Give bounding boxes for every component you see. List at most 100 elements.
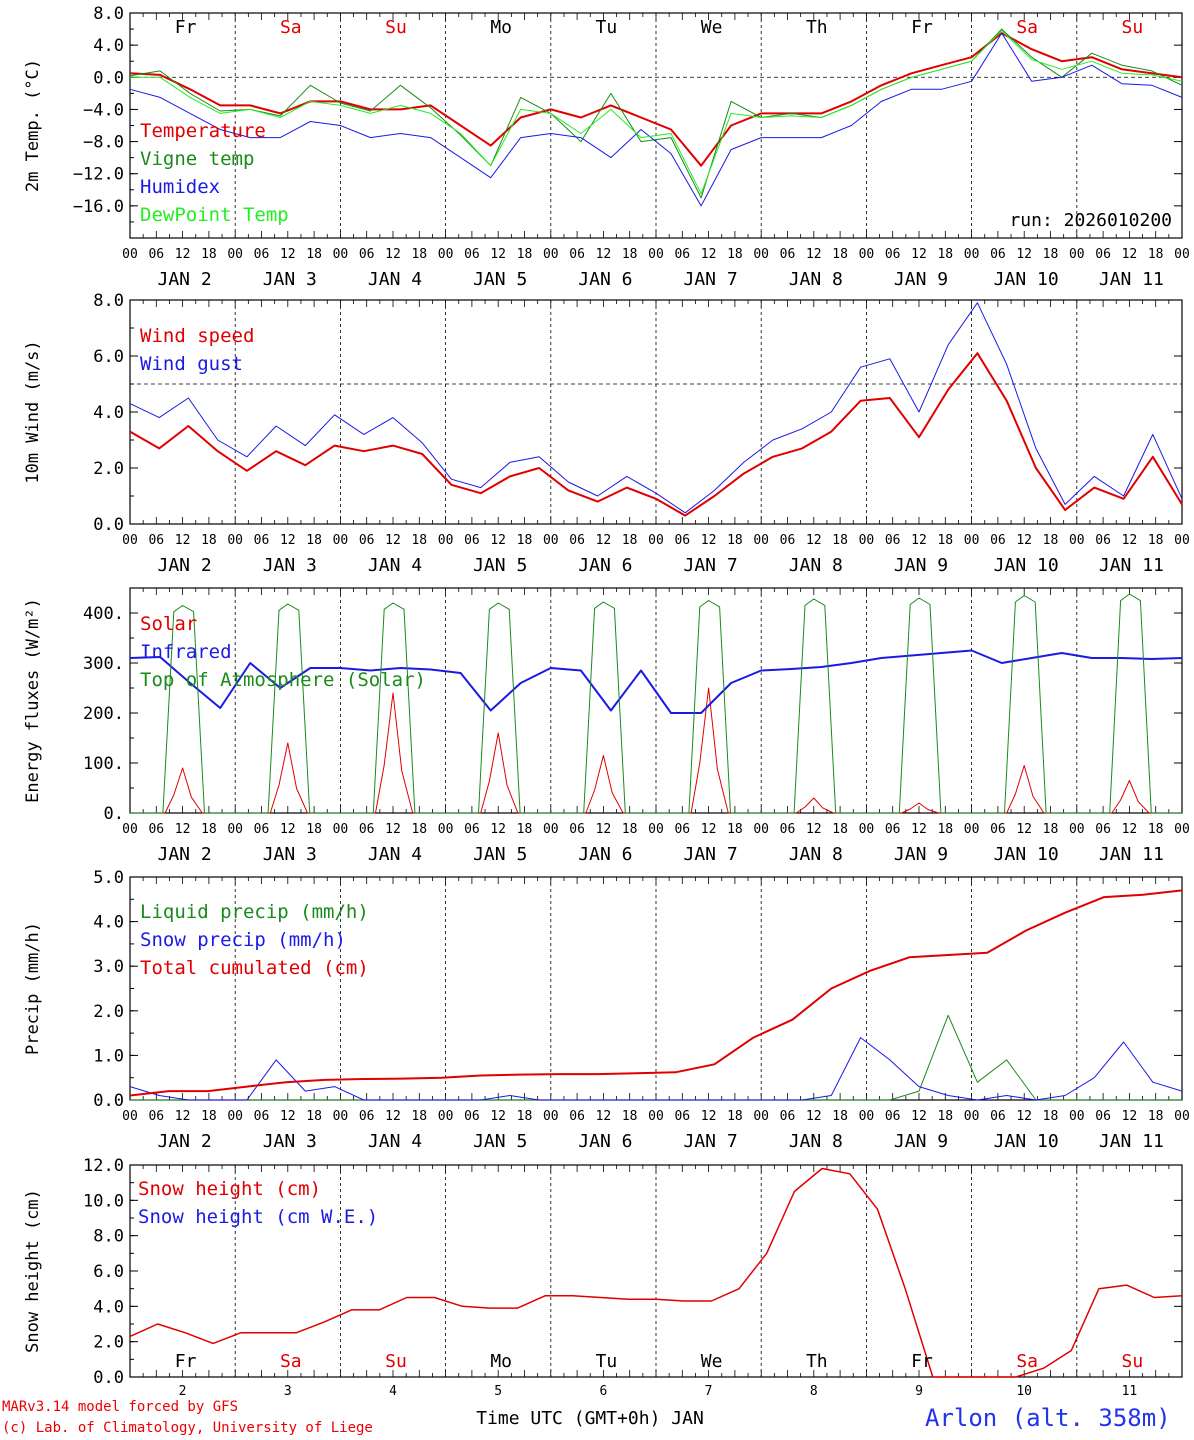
y-tick-label: 400.	[83, 604, 124, 624]
hour-label: 06	[569, 1109, 585, 1124]
hour-label: 18	[411, 533, 427, 548]
hour-label: 18	[1043, 533, 1059, 548]
hour-label: 12	[385, 822, 401, 837]
y-tick-label: 8.0	[93, 291, 124, 311]
hour-label: 18	[306, 533, 322, 548]
date-label: JAN 9	[894, 844, 948, 865]
legend-entry: Wind gust	[140, 353, 243, 375]
legend-entry: Total cumulated (cm)	[140, 957, 369, 979]
hour-label: 00	[1174, 533, 1190, 548]
hour-label: 06	[1095, 247, 1111, 262]
date-label: JAN 9	[894, 555, 948, 576]
day-number-label: 9	[915, 1384, 923, 1399]
hour-label: 18	[937, 822, 953, 837]
date-label: JAN 11	[1099, 844, 1164, 865]
hour-label: 06	[990, 1109, 1006, 1124]
panel-temp	[129, 12, 1183, 239]
hour-label: 00	[438, 822, 454, 837]
hour-label: 06	[254, 247, 270, 262]
day-number-label: 10	[1016, 1384, 1032, 1399]
plot-frame	[129, 587, 1183, 814]
hour-label: 00	[227, 1109, 243, 1124]
hour-label: 12	[1122, 1109, 1138, 1124]
hour-label: 12	[1122, 822, 1138, 837]
hour-label: 12	[280, 533, 296, 548]
date-label: JAN 4	[368, 555, 422, 576]
weekday-label: Fr	[175, 1351, 197, 1372]
hour-label: 18	[517, 533, 533, 548]
y-axis-label: Snow height (cm)	[23, 1189, 43, 1353]
date-label: JAN 2	[158, 1131, 212, 1152]
hour-label: 06	[254, 1109, 270, 1124]
date-label: JAN 9	[894, 1131, 948, 1152]
hour-label: 12	[1016, 247, 1032, 262]
hour-label: 00	[438, 247, 454, 262]
hour-label: 18	[832, 533, 848, 548]
y-tick-label: 100.	[83, 754, 124, 774]
panel-wind	[129, 299, 1183, 525]
hour-label: 12	[175, 822, 191, 837]
hour-label: 00	[543, 247, 559, 262]
y-tick-label: 2.0	[93, 1333, 124, 1353]
y-tick-label: 8.0	[93, 4, 124, 24]
hour-label: 00	[964, 1109, 980, 1124]
hour-label: 06	[885, 822, 901, 837]
y-tick-label: −16.0	[73, 197, 124, 217]
hour-label: 00	[227, 533, 243, 548]
date-label: JAN 6	[578, 269, 632, 290]
hour-label: 00	[122, 822, 138, 837]
credit-lab: (c) Lab. of Climatology, University of L…	[2, 1420, 373, 1436]
legend-entry: Vigne temp	[140, 148, 254, 170]
hour-label: 12	[385, 1109, 401, 1124]
hour-label: 06	[990, 533, 1006, 548]
hour-label: 12	[490, 822, 506, 837]
date-label: JAN 8	[789, 1131, 843, 1152]
hour-label: 06	[885, 1109, 901, 1124]
y-tick-label: 300.	[83, 654, 124, 674]
y-axis-label: Precip (mm/h)	[23, 922, 43, 1055]
series-line	[130, 593, 1182, 814]
weekday-label: Tu	[596, 17, 618, 38]
hour-label: 12	[1016, 533, 1032, 548]
y-tick-label: 0.	[104, 804, 124, 824]
legend-entry: Infrared	[140, 641, 232, 663]
date-label: JAN 3	[263, 844, 317, 865]
legend-entry: Top of Atmosphere (Solar)	[140, 669, 426, 691]
hour-label: 00	[964, 822, 980, 837]
legend-entry: Liquid precip (mm/h)	[140, 901, 369, 923]
hour-label: 06	[148, 533, 164, 548]
legend-entry: Wind speed	[140, 325, 254, 347]
date-label: JAN 11	[1099, 269, 1164, 290]
hour-label: 06	[674, 822, 690, 837]
day-number-label: 4	[389, 1384, 397, 1399]
weekday-label: We	[701, 17, 723, 38]
date-label: JAN 5	[473, 555, 527, 576]
date-label: JAN 6	[578, 1131, 632, 1152]
date-label: JAN 2	[158, 555, 212, 576]
hour-label: 00	[1174, 1109, 1190, 1124]
hour-label: 06	[990, 247, 1006, 262]
hour-label: 18	[622, 822, 638, 837]
day-number-label: 3	[284, 1384, 292, 1399]
hour-label: 06	[464, 247, 480, 262]
hour-label: 12	[701, 247, 717, 262]
hour-label: 12	[911, 247, 927, 262]
y-tick-label: 2.0	[93, 459, 124, 479]
hour-label: 18	[517, 247, 533, 262]
y-tick-label: 0.0	[93, 1368, 124, 1388]
date-label: JAN 11	[1099, 1131, 1164, 1152]
hour-label: 12	[596, 822, 612, 837]
hour-label: 06	[464, 533, 480, 548]
hour-label: 12	[806, 533, 822, 548]
legend-entry: Snow precip (mm/h)	[140, 929, 346, 951]
weekday-label: Sa	[1016, 1351, 1038, 1372]
hour-label: 00	[753, 533, 769, 548]
hour-label: 06	[780, 1109, 796, 1124]
hour-label: 12	[490, 247, 506, 262]
hour-label: 18	[727, 247, 743, 262]
y-axis-label: 10m Wind (m/s)	[23, 340, 43, 483]
hour-label: 00	[1069, 533, 1085, 548]
weekday-label: We	[701, 1351, 723, 1372]
hour-label: 18	[1043, 247, 1059, 262]
